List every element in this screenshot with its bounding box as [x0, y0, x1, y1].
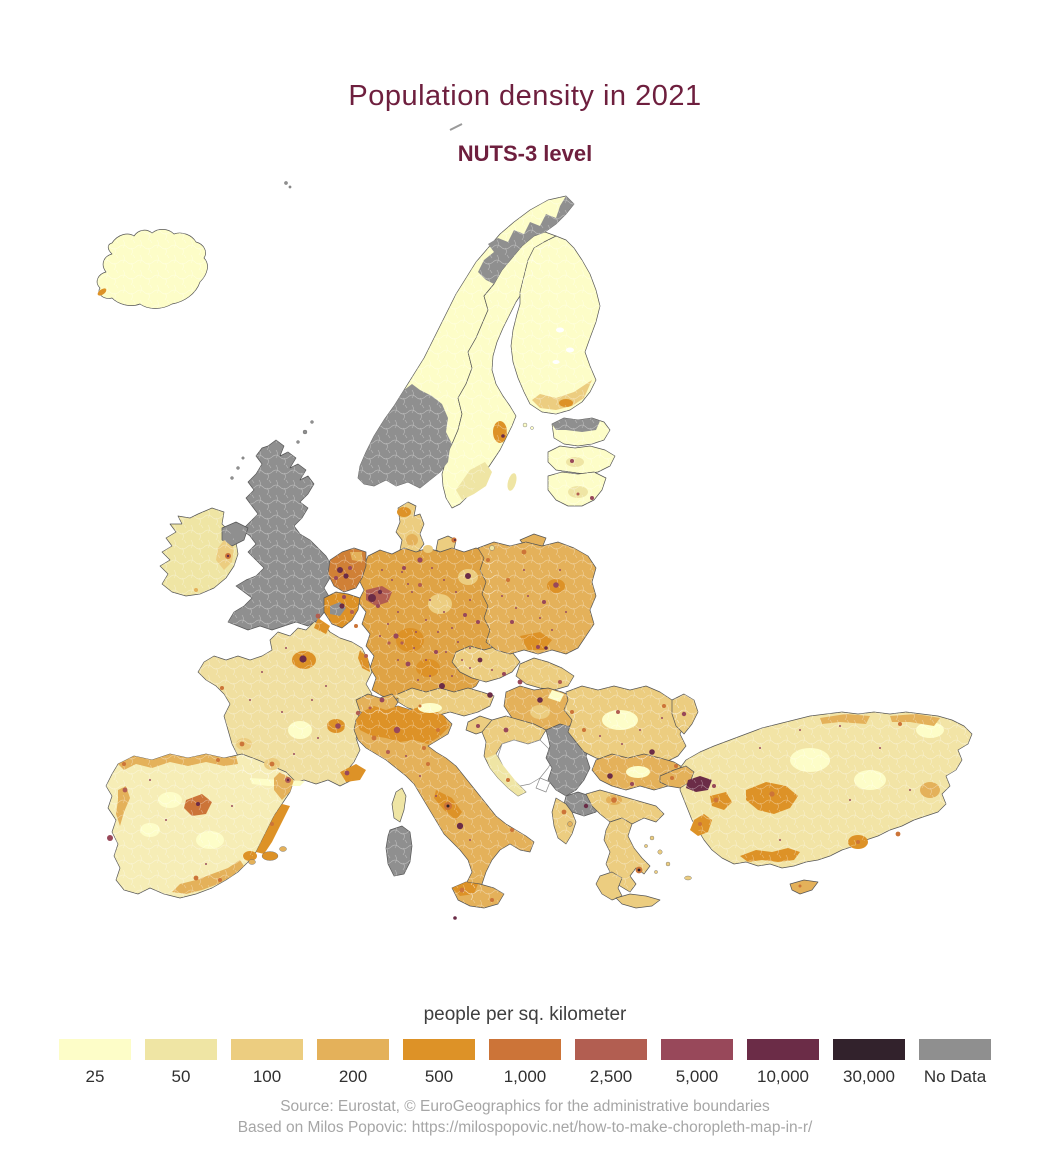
ibiza [248, 859, 256, 865]
bornholm [489, 545, 495, 551]
mallorca [261, 851, 279, 861]
legend-item-2: 100 [231, 1039, 303, 1087]
legend-item-5: 1,000 [489, 1039, 561, 1087]
menorca [279, 846, 287, 852]
aland-islands [522, 422, 528, 428]
legend-item-1: 50 [145, 1039, 217, 1087]
region-crete [615, 893, 661, 909]
legend-label: 100 [252, 1067, 282, 1086]
legend-title: people per sq. kilometer [423, 1004, 627, 1025]
region-cyprus [789, 879, 819, 895]
legend-swatch [489, 1039, 561, 1060]
legend-item-7: 5,000 [661, 1039, 733, 1087]
legend-swatch [575, 1039, 647, 1060]
city-density-dots [97, 288, 902, 902]
legend-item-3: 200 [317, 1039, 389, 1087]
legend-swatch [231, 1039, 303, 1060]
legend-item-8: 10,000 [747, 1039, 819, 1087]
source-line: Source: Eurostat, © EuroGeographics for … [280, 1098, 770, 1115]
legend-label: No Data [923, 1067, 987, 1086]
legend-item-10: No Data [919, 1039, 991, 1087]
legend-item-6: 2,500 [575, 1039, 647, 1087]
legend-swatch [145, 1039, 217, 1060]
region-montenegro [535, 777, 551, 793]
small-islands [230, 123, 692, 920]
faroe-islands [284, 181, 288, 185]
legend-label: 200 [338, 1067, 368, 1086]
legend-label: 5,000 [675, 1067, 719, 1086]
page-subtitle: NUTS-3 level [457, 141, 593, 166]
legend: people per sq. kilometer 25 50 100 200 500 1,… [0, 1004, 1050, 1087]
density-speckles [149, 567, 911, 865]
rhodes [684, 875, 692, 881]
nuts3-borders-texture [97, 196, 972, 908]
legend-swatch [59, 1039, 131, 1060]
malta [453, 916, 457, 920]
legend-swatch [833, 1039, 905, 1060]
legend-swatch [403, 1039, 475, 1060]
region-corsica [391, 787, 407, 823]
credit-line: Based on Milos Popovic: https://milospop… [237, 1119, 813, 1136]
page-title: Population density in 2021 [348, 80, 702, 112]
legend-swatch [317, 1039, 389, 1060]
legend-label: 10,000 [757, 1067, 809, 1086]
legend-label: 500 [424, 1067, 454, 1086]
legend-label: 25 [85, 1067, 105, 1086]
source-caption: Source: Eurostat, © EuroGeographics for … [0, 1096, 1050, 1138]
legend-item-9: 30,000 [833, 1039, 905, 1087]
legend-label: 1,000 [503, 1067, 547, 1086]
legend-swatch [747, 1039, 819, 1060]
legend-item-0: 25 [59, 1039, 131, 1087]
legend-item-4: 500 [403, 1039, 475, 1087]
legend-label: 30,000 [843, 1067, 895, 1086]
legend-swatch [919, 1039, 991, 1060]
legend-label: 2,500 [589, 1067, 633, 1086]
legend-items: 25 50 100 200 500 1,000 2,500 5,000 10,000 30,000… [0, 1039, 1050, 1087]
legend-swatch [661, 1039, 733, 1060]
jan-mayen-island [449, 123, 463, 131]
legend-label: 50 [171, 1067, 191, 1086]
shetland-islands [302, 429, 308, 435]
corfu [567, 821, 573, 827]
